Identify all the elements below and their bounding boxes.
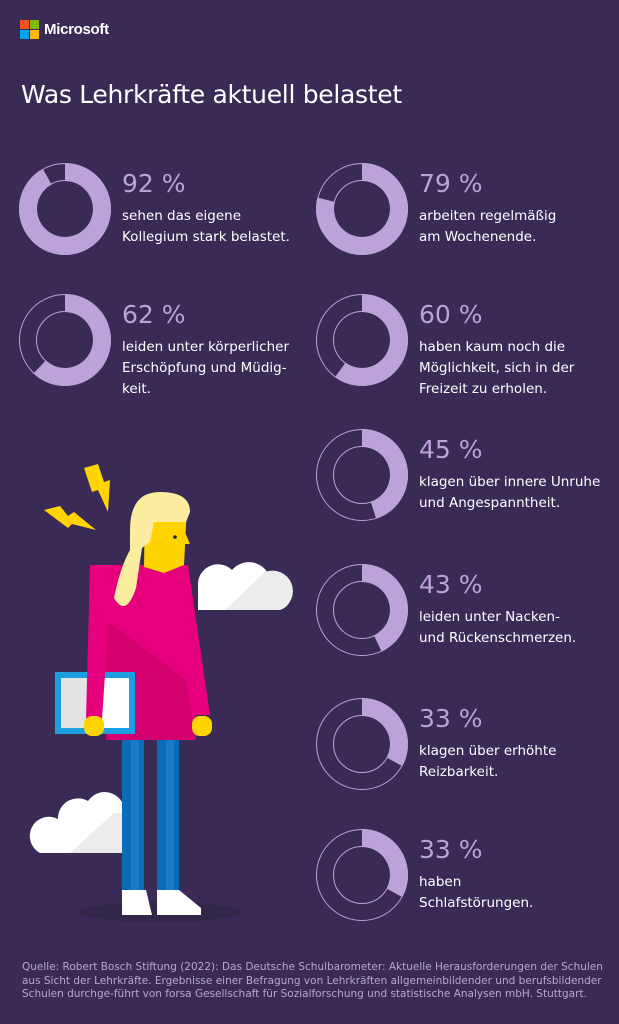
- stat-item: 43 % leiden unter Nacken- und Rückenschm…: [316, 564, 616, 659]
- donut-value-arc: [362, 829, 408, 898]
- stat-item: 45 % klagen über innere Unruhe und Anges…: [316, 429, 616, 524]
- stat-description: klagen über erhöhte Reizbarkeit.: [419, 743, 557, 780]
- lightning-bolt-icon: [44, 464, 110, 530]
- microsoft-logo: Microsoft: [20, 20, 109, 39]
- donut-chart: [19, 163, 111, 255]
- donut-value-arc: [33, 294, 111, 386]
- donut-value-arc: [362, 564, 408, 652]
- stressed-teacher-illustration: [29, 464, 293, 922]
- donut-chart: [316, 698, 408, 790]
- stat-percent: 60 %: [419, 300, 483, 329]
- donut-chart: [316, 294, 408, 386]
- stat-description: haben kaum noch die Möglichkeit, sich in…: [419, 339, 575, 397]
- stat-description: haben Schlafstörungen.: [419, 874, 534, 911]
- stat-description: klagen über innere Unruhe und Angespannt…: [419, 474, 601, 511]
- donut-value-arc: [334, 294, 408, 386]
- donut-value-arc: [362, 698, 408, 767]
- stat-description: leiden unter körperlicher Erschöpfung un…: [122, 339, 289, 397]
- stat-percent: 43 %: [419, 570, 483, 599]
- stat-item: 60 % haben kaum noch die Möglichkeit, si…: [316, 294, 616, 397]
- stat-item: 33 % klagen über erhöhte Reizbarkeit.: [316, 698, 616, 793]
- stat-percent: 79 %: [419, 169, 483, 198]
- stat-description: leiden unter Nacken- und Rückenschmerzen…: [419, 609, 577, 646]
- stat-description: arbeiten regelmäßig am Wochenende.: [419, 208, 557, 245]
- cloud-icon: [29, 792, 125, 853]
- stat-description: sehen das eigene Kollegium stark belaste…: [122, 208, 290, 245]
- stat-item: 62 % leiden unter körperlicher Erschöpfu…: [19, 294, 319, 397]
- microsoft-logo-icon: [20, 20, 39, 39]
- stat-item: 92 % sehen das eigene Kollegium stark be…: [19, 163, 319, 258]
- cloud-icon: [197, 562, 293, 610]
- stat-item: 33 % haben Schlafstörungen.: [316, 829, 616, 924]
- donut-value-arc: [316, 163, 408, 255]
- stat-item: 79 % arbeiten regelmäßig am Wochenende.: [316, 163, 616, 258]
- stat-percent: 33 %: [419, 704, 483, 733]
- donut-value-arc: [19, 163, 111, 255]
- donut-chart: [316, 429, 408, 521]
- stat-percent: 92 %: [122, 169, 186, 198]
- stat-percent: 33 %: [419, 835, 483, 864]
- donut-chart: [316, 564, 408, 656]
- page-title: Was Lehrkräfte aktuell belastet: [21, 80, 402, 109]
- source-footnote: Quelle: Robert Bosch Stiftung (2022): Da…: [22, 961, 603, 1000]
- stat-percent: 45 %: [419, 435, 483, 464]
- donut-chart: [316, 163, 408, 255]
- donut-chart: [316, 829, 408, 921]
- donut-chart: [19, 294, 111, 386]
- brand-name: Microsoft: [44, 21, 109, 38]
- stat-percent: 62 %: [122, 300, 186, 329]
- donut-value-arc: [362, 429, 408, 519]
